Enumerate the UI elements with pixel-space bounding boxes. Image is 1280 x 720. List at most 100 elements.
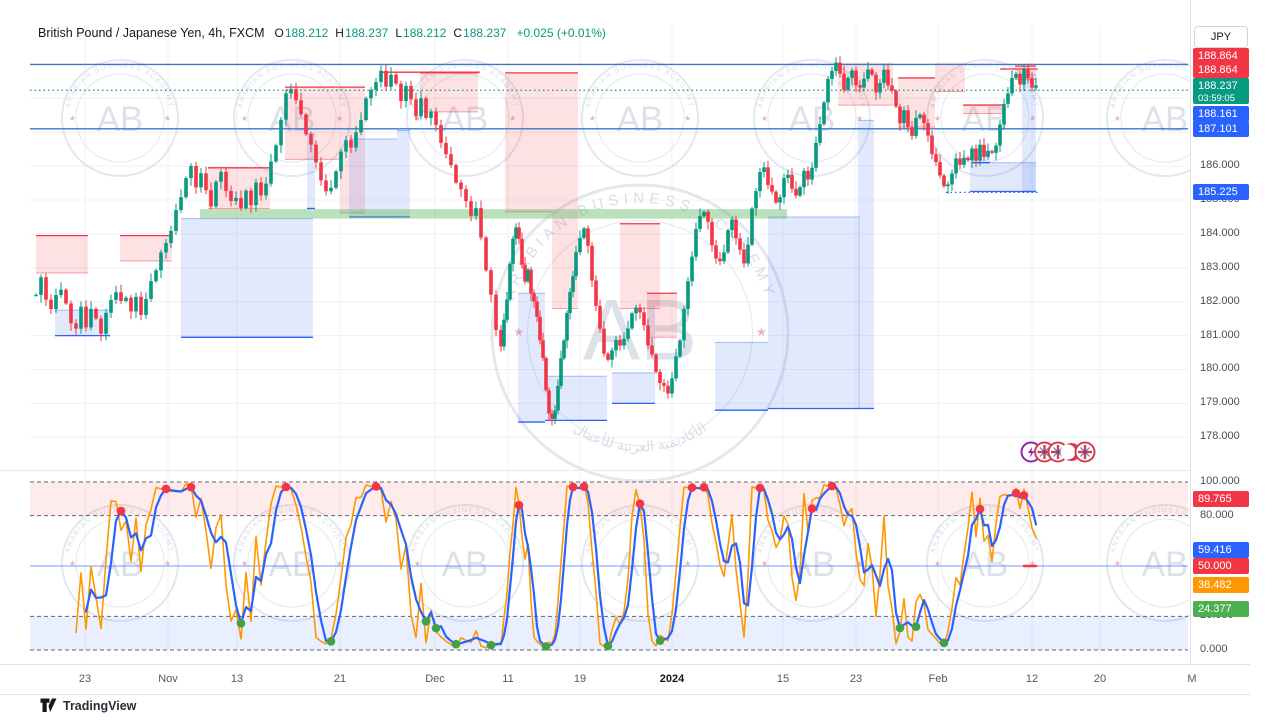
time-axis-tick: Feb <box>928 673 948 685</box>
candle-body <box>794 188 798 196</box>
price-change: +0.025 (+0.01%) <box>516 26 606 40</box>
candle-body <box>726 230 730 253</box>
candle-body <box>404 85 408 102</box>
ohlc-value: C188.237 <box>453 26 507 40</box>
seal-star-icon: ★ <box>164 114 171 123</box>
candle-body <box>568 292 572 313</box>
oscillator-bands <box>30 481 1188 651</box>
oversold-signal-dot <box>431 623 441 633</box>
seal-star-icon: ★ <box>856 114 863 123</box>
candle-body <box>878 83 882 93</box>
seal-monogram: AB <box>442 100 488 139</box>
candle-body <box>802 170 806 188</box>
candle-body <box>870 69 874 75</box>
price-level-badge: 38.482 <box>1193 577 1249 593</box>
candle-body <box>778 197 782 203</box>
candle-body <box>484 237 488 271</box>
demand-zone <box>349 138 397 217</box>
candle-body <box>922 114 926 124</box>
candle-body <box>244 190 248 209</box>
candle-body <box>654 354 658 372</box>
candle-body <box>990 151 994 153</box>
candle-body <box>698 216 702 229</box>
flag-diagonal <box>1080 447 1090 457</box>
seal-star-icon: ★ <box>856 559 863 568</box>
candle-body <box>535 301 539 317</box>
seal-outer-ring-icon <box>61 504 179 622</box>
time-axis[interactable]: 23 Nov 13 21 Dec 11 19 2024 15 23 Feb 12 20 M <box>0 664 1250 695</box>
overbought-signal-dot <box>635 499 645 508</box>
candle-body <box>556 385 560 411</box>
demand-zone <box>181 218 313 338</box>
candle-body <box>686 281 690 309</box>
seal-star-icon: ★ <box>513 325 524 339</box>
supply-zone <box>647 293 677 338</box>
currency-button[interactable]: JPY <box>1194 26 1248 48</box>
seal-star-icon: ★ <box>1029 114 1036 123</box>
seal-star-icon: ★ <box>1029 559 1036 568</box>
candle-body <box>384 70 388 87</box>
candle-body <box>114 292 118 300</box>
candle-body <box>706 211 710 222</box>
candle-body <box>339 151 343 172</box>
grid-lines <box>30 25 1188 657</box>
candle-body <box>814 142 818 168</box>
candle-body <box>319 162 323 181</box>
flag-diagonal <box>1053 447 1063 457</box>
price-axis[interactable]: JPY 186.000185.000184.000183.000182.0001… <box>1190 0 1253 693</box>
seal-monogram: AB <box>97 100 143 139</box>
candle-body <box>666 385 670 394</box>
candle-body <box>538 316 542 341</box>
candle-body <box>894 90 898 107</box>
candle-body <box>770 185 774 192</box>
candle-body <box>882 69 886 84</box>
candle-body <box>578 237 582 253</box>
green-level-band <box>200 209 787 219</box>
seal-outer-ring-icon <box>233 59 351 177</box>
seal-star-icon: ★ <box>589 114 596 123</box>
candle-body <box>978 144 982 161</box>
candle-body <box>59 289 63 296</box>
candle-body <box>154 270 158 282</box>
seal-star-icon: ★ <box>241 114 248 123</box>
candle-body <box>571 276 575 293</box>
candle-body <box>826 78 830 103</box>
candle-body <box>449 154 453 166</box>
candle-body <box>746 244 750 264</box>
candle-body <box>159 252 163 271</box>
oversold-signal-dot <box>655 636 665 646</box>
seal-inner-ring-icon <box>247 73 337 163</box>
seal-inner-ring-icon <box>595 518 685 608</box>
candle-body <box>469 201 473 216</box>
seal-inner-ring-icon <box>75 518 165 608</box>
overbought-signal-dot <box>514 500 524 510</box>
overbought-signal-dot <box>161 484 171 494</box>
candle-body <box>594 280 598 306</box>
tradingview-logo-text: TradingView <box>63 698 137 713</box>
candle-body <box>508 263 512 300</box>
candle-body <box>334 171 338 188</box>
candle-body <box>505 299 509 320</box>
overbought-signal-dot <box>371 482 381 491</box>
demand-zone <box>715 342 768 411</box>
event-icons-group[interactable] <box>1020 441 1096 463</box>
candle-body <box>866 69 870 79</box>
overbought-signal-dot <box>186 482 196 492</box>
candle-body <box>459 182 463 190</box>
candle-body <box>782 178 786 198</box>
candle-body <box>974 148 978 161</box>
oversold-signal-dot <box>541 642 551 651</box>
candle-body <box>934 154 938 163</box>
time-axis-tick: 2024 <box>659 673 685 685</box>
seal-outer-ring-icon <box>926 504 1044 622</box>
candle-body <box>662 383 666 386</box>
symbol-title[interactable]: British Pound / Japanese Yen, 4h, FXCM <box>38 26 265 40</box>
tradingview-attribution[interactable]: TradingView <box>40 698 136 713</box>
candle-body <box>918 114 922 118</box>
overbought-signal-dot <box>281 482 291 492</box>
candle-body <box>544 357 548 391</box>
candle-body <box>762 167 766 173</box>
